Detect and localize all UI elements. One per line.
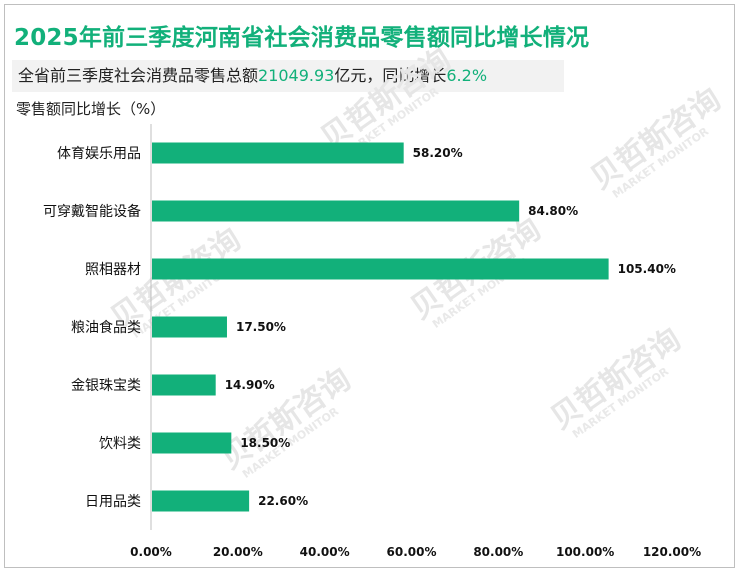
bar [152, 432, 232, 454]
value-label: 105.40% [618, 262, 676, 276]
bars-group [152, 142, 609, 512]
watermark-text: 贝哲斯咨询 [545, 322, 688, 437]
y-axis-title: 零售额同比增长（%） [16, 100, 166, 118]
category-label: 饮料类 [99, 436, 141, 452]
value-label: 58.20% [413, 146, 463, 160]
chart-title: 2025年前三季度河南省社会消费品零售额同比增长情况 [14, 25, 590, 51]
summary-total-value: 21049.93 [258, 66, 335, 85]
x-tick-label: 100.00% [556, 545, 614, 559]
bar [152, 200, 520, 222]
value-label: 18.50% [240, 436, 290, 450]
x-tick-label: 20.00% [213, 545, 263, 559]
bar [152, 374, 216, 396]
category-label: 体育娱乐用品 [57, 146, 141, 162]
category-label: 金银珠宝类 [71, 378, 141, 394]
bar [152, 316, 227, 338]
category-label: 粮油食品类 [71, 319, 141, 336]
watermark-text: 贝哲斯咨询 [315, 42, 458, 157]
chart-frame [4, 4, 735, 568]
category-label: 可穿戴智能设备 [43, 203, 141, 220]
summary-middle: 亿元，同比增长 [334, 66, 447, 85]
value-label: 84.80% [528, 204, 578, 218]
value-label: 14.90% [225, 378, 275, 392]
bar [152, 142, 404, 164]
x-tick-label: 120.00% [643, 545, 701, 559]
category-label: 照相器材 [85, 262, 141, 278]
bar [152, 258, 609, 280]
watermark-text: 贝哲斯咨询 [585, 82, 728, 197]
x-tick-label: 0.00% [130, 545, 172, 559]
value-labels: 58.20% 84.80% 105.40% 17.50% 14.90% 18.50% 22.… [225, 146, 676, 508]
summary-prefix: 全省前三季度社会消费品零售总额 [18, 66, 259, 85]
value-label: 22.60% [258, 494, 308, 508]
category-label: 日用品类 [85, 494, 141, 510]
summary-growth-value: 6.2% [446, 66, 488, 85]
x-tick-label: 40.00% [300, 545, 350, 559]
summary-banner: 全省前三季度社会消费品零售总额21049.93亿元，同比增长6.2% [12, 60, 564, 92]
value-label: 17.50% [236, 320, 286, 334]
x-tick-label: 60.00% [387, 545, 437, 559]
x-tick-label: 80.00% [473, 545, 523, 559]
x-tick-labels: 0.00% 20.00% 40.00% 60.00% 80.00% 100.00% 120.… [130, 545, 701, 559]
bar [152, 490, 250, 512]
